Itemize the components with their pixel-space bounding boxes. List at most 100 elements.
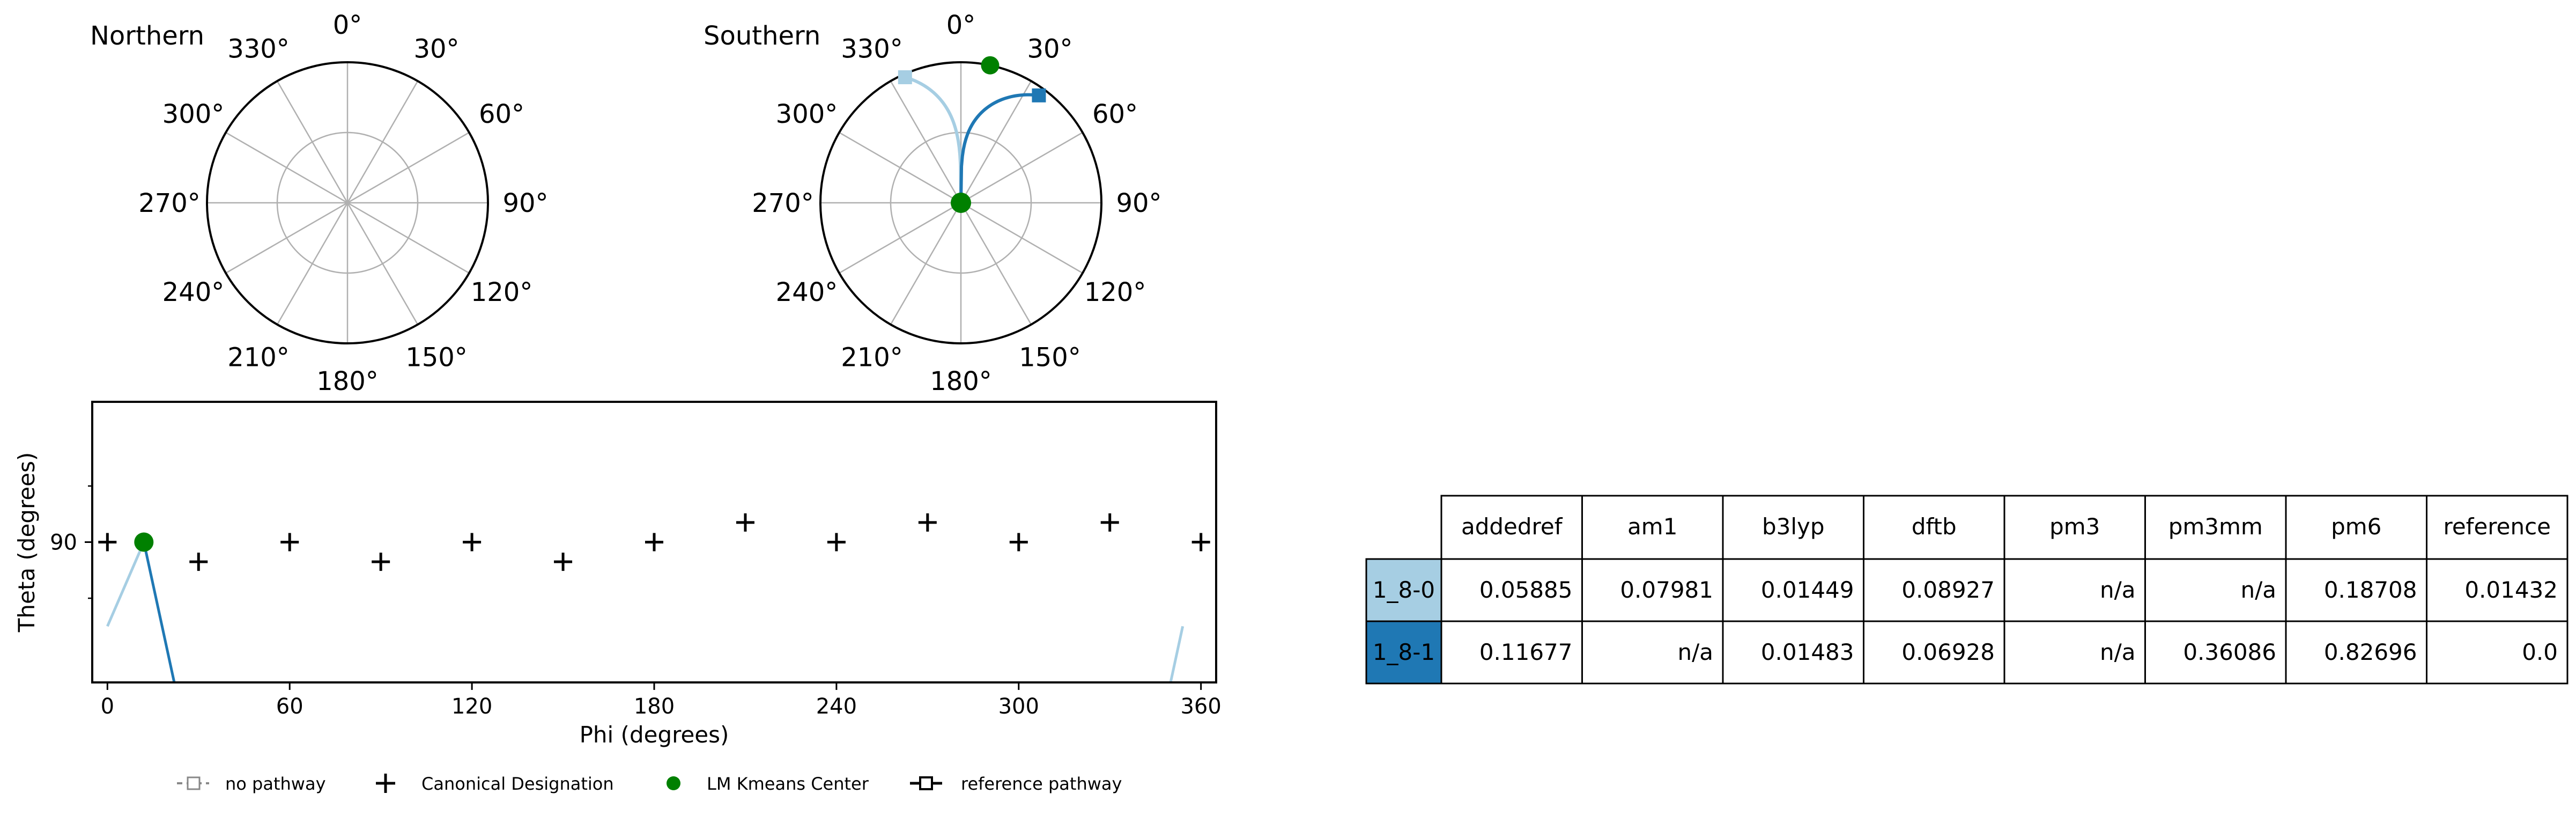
canonical-designation-marker	[918, 513, 937, 532]
table-column-header: pm3	[2049, 513, 2100, 540]
table-column-header: dftb	[1912, 513, 1957, 540]
polar-grid-spoke	[347, 131, 470, 204]
table-cell-value: 0.07981	[1620, 577, 1713, 603]
polar-tick-label: 30°	[1027, 34, 1072, 64]
polar-grid-spoke	[890, 202, 962, 325]
polar-grid-spoke	[839, 202, 961, 274]
y-tick-label: 90	[50, 531, 77, 555]
polar-tick-label: 240°	[162, 277, 225, 307]
x-tick-label: 60	[276, 694, 304, 719]
polar-tick-label: 270°	[752, 188, 814, 218]
table-row-label: 1_8-0	[1373, 577, 1435, 603]
table-cell-value: 0.18708	[2324, 577, 2417, 603]
polar-tick-label: 180°	[316, 366, 379, 396]
table-cell	[2426, 558, 2568, 622]
polar-pathway-line	[959, 93, 1039, 203]
table-cell	[1863, 558, 2005, 622]
polar-tick-label: 240°	[776, 277, 838, 307]
polar-tick-label: 210°	[227, 343, 290, 373]
polar-grid-spoke	[225, 202, 348, 274]
legend-reference-marker	[919, 776, 933, 790]
lm-kmeans-center-marker	[134, 532, 154, 552]
table-header-cell	[2144, 495, 2287, 560]
polar-tick-label: 270°	[138, 188, 201, 218]
legend-label: reference pathway	[961, 774, 1122, 794]
x-tick-label: 240	[816, 694, 857, 719]
legend-no-pathway-marker	[187, 776, 201, 790]
x-axis-label: Phi (degrees)	[580, 722, 729, 748]
polar-tick-label: 60°	[1092, 99, 1138, 129]
table-cell-value: 0.08927	[1901, 577, 1995, 603]
canonical-designation-marker	[1009, 533, 1028, 552]
legend-dot-icon	[667, 776, 680, 790]
polar-grid-spoke	[346, 202, 419, 325]
table-cell	[1863, 620, 2005, 685]
pathway-segment	[106, 541, 145, 627]
polar-grid-spoke	[890, 80, 962, 203]
table-cell-value: 0.01432	[2464, 577, 2558, 603]
legend-label: no pathway	[225, 774, 326, 794]
polar-grid-spoke	[225, 131, 348, 204]
polar-grid-spoke	[276, 202, 349, 325]
table-cell	[2003, 620, 2146, 685]
polar-grid-spoke	[960, 131, 1083, 204]
polar-tick-label: 330°	[841, 34, 903, 64]
table-column-header: pm3mm	[2168, 513, 2263, 540]
table-cell	[1722, 558, 1864, 622]
polar-pathway-end-marker	[1032, 88, 1046, 102]
canonical-designation-marker	[372, 553, 390, 571]
pathway-lines	[106, 541, 1185, 682]
polar-tick-label: 60°	[479, 99, 524, 129]
polar-grid-spoke	[276, 80, 349, 203]
table-cell-value: n/a	[2100, 577, 2136, 603]
pathway-segment	[1169, 626, 1185, 682]
table-cell	[2426, 620, 2568, 685]
table-cell-value: 0.0	[2522, 639, 2558, 665]
northern-polar-plot: Northern 0° 30° 60° 90° 120° 150° 180° 210° 240° 2…	[90, 10, 549, 396]
table-cell	[1581, 558, 1724, 622]
canonical-designation-marker	[1100, 513, 1119, 532]
table-cell-value: 0.36086	[2183, 639, 2276, 665]
polar-grid-spoke	[347, 202, 470, 274]
table-column-header: addedref	[1461, 513, 1563, 540]
x-tick-label: 120	[451, 694, 492, 719]
phi-theta-scatter-plot: 0 60 120 180 240 300 360 90 Phi (degrees) Theta (…	[13, 401, 1222, 748]
table-cell	[2003, 558, 2146, 622]
legend-label: Canonical Designation	[421, 774, 614, 794]
polar-grid-spoke	[960, 202, 1032, 325]
polar-tick-label: 120°	[471, 277, 533, 307]
polar-grid-spoke	[346, 80, 419, 203]
table-cell	[2144, 558, 2287, 622]
table-cell-value: 0.01449	[1761, 577, 1854, 603]
polar-title: Southern	[704, 21, 820, 51]
table-cell-value: 0.05885	[1479, 577, 1573, 603]
table-column-header: b3lyp	[1762, 513, 1825, 540]
x-tick-label: 0	[101, 694, 114, 719]
table-cell	[1722, 620, 1864, 685]
table-cell	[2285, 558, 2427, 622]
canonical-designation-marker	[554, 553, 573, 571]
x-tick-label: 360	[1180, 694, 1221, 719]
table-cell	[1440, 620, 1583, 685]
canonical-designation-marker	[189, 553, 208, 571]
polar-tick-label: 150°	[1019, 343, 1081, 373]
polar-pathway-end-marker	[898, 70, 912, 84]
polar-grid-spoke	[960, 202, 1083, 274]
polar-tick-label: 180°	[930, 366, 992, 396]
x-tick-label: 180	[634, 694, 675, 719]
polar-tick-label: 90°	[502, 188, 548, 218]
polar-tick-label: 0°	[946, 10, 976, 40]
polar-outer-ring	[206, 61, 489, 344]
polar-tick-label: 210°	[841, 343, 903, 373]
polar-tick-label: 90°	[1116, 188, 1161, 218]
table-cell-value: 0.11677	[1479, 639, 1573, 665]
polar-tick-label: 0°	[333, 10, 362, 40]
polar-center-point	[951, 193, 971, 213]
canonical-designation-marker	[827, 533, 846, 552]
table-cell-value: 0.06928	[1901, 639, 1995, 665]
polar-kmeans-center-point	[981, 56, 1000, 75]
polar-grid-spoke	[839, 131, 961, 204]
polar-tick-label: 300°	[776, 99, 838, 129]
southern-polar-plot: Southern 0° 30° 60° 90° 120° 150° 180° 210° 240° 2…	[704, 10, 1162, 396]
